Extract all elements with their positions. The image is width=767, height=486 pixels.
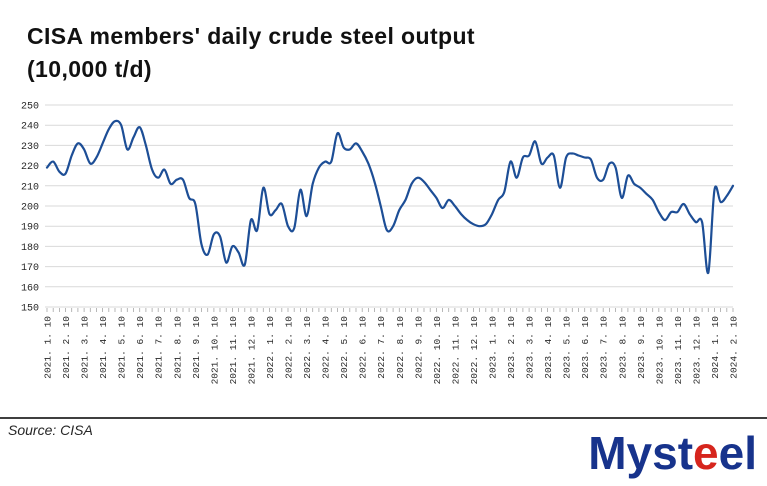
x-axis-label: 2021. 3. 10 bbox=[80, 316, 91, 379]
x-axis-label: 2022. 1. 10 bbox=[265, 316, 276, 379]
x-axis-label: 2023. 11. 10 bbox=[673, 316, 684, 385]
x-axis-label: 2022. 5. 10 bbox=[339, 316, 350, 379]
x-axis-label: 2023. 2. 10 bbox=[506, 316, 517, 379]
logo-text-blue-suffix: el bbox=[718, 427, 757, 479]
chart-canvas: 150 160 170 180 190 200 210 220 230 240 250 2021. 1… bbox=[21, 102, 740, 385]
x-axis-label: 2023. 6. 10 bbox=[580, 316, 591, 379]
x-axis-label: 2024. 2. 10 bbox=[729, 316, 740, 379]
x-axis-label: 2022. 3. 10 bbox=[302, 316, 313, 379]
logo-text-blue-prefix: Myst bbox=[588, 427, 694, 479]
mysteel-logo: Mysteel bbox=[588, 426, 757, 480]
x-axis-label: 2021. 9. 10 bbox=[191, 316, 202, 379]
x-axis-label: 2022. 2. 10 bbox=[284, 316, 295, 379]
x-axis-label: 2023. 7. 10 bbox=[599, 316, 610, 379]
x-axis-label: 2023. 9. 10 bbox=[636, 316, 647, 379]
y-axis-label: 200 bbox=[21, 203, 39, 214]
source-note: Source: CISA bbox=[8, 422, 93, 438]
x-axis-label: 2022. 9. 10 bbox=[413, 316, 424, 379]
y-axis-label: 210 bbox=[21, 182, 39, 193]
x-axis-label: 2021. 7. 10 bbox=[154, 316, 165, 379]
logo-red-e: e bbox=[693, 427, 719, 479]
x-axis-label: 2021. 1. 10 bbox=[43, 316, 54, 379]
y-axis-label: 230 bbox=[21, 142, 39, 153]
chart-title-line2: (10,000 t/d) bbox=[27, 56, 152, 82]
x-axis-label: 2023. 3. 10 bbox=[525, 316, 536, 379]
y-axis-label: 150 bbox=[21, 304, 39, 315]
y-axis-label: 170 bbox=[21, 263, 39, 274]
chart-title-line1: CISA members' daily crude steel output bbox=[27, 23, 475, 49]
x-axis-label: 2023. 5. 10 bbox=[562, 316, 573, 379]
x-axis-label: 2021. 6. 10 bbox=[135, 316, 146, 379]
footer-divider bbox=[0, 417, 767, 419]
x-axis-label: 2021. 10. 10 bbox=[209, 316, 220, 385]
x-axis-label: 2022. 8. 10 bbox=[395, 316, 406, 379]
x-axis-label: 2024. 1. 10 bbox=[710, 316, 721, 379]
y-axis-label: 190 bbox=[21, 223, 39, 234]
y-axis-label: 240 bbox=[21, 122, 39, 133]
x-axis-label: 2021. 5. 10 bbox=[117, 316, 128, 379]
x-axis-label: 2022. 10. 10 bbox=[432, 316, 443, 385]
x-axis-label: 2021. 2. 10 bbox=[61, 316, 72, 379]
y-axis-label: 180 bbox=[21, 243, 39, 254]
x-axis-label: 2023. 8. 10 bbox=[617, 316, 628, 379]
x-axis-label: 2021. 4. 10 bbox=[98, 316, 109, 379]
x-axis-label: 2021. 12. 10 bbox=[246, 316, 257, 385]
x-axis-label: 2021. 11. 10 bbox=[228, 316, 239, 385]
x-axis-label: 2022. 12. 10 bbox=[469, 316, 480, 385]
x-axis-label: 2022. 4. 10 bbox=[321, 316, 332, 379]
x-axis-label: 2022. 11. 10 bbox=[450, 316, 461, 385]
y-axis-label: 250 bbox=[21, 102, 39, 113]
x-axis-label: 2023. 4. 10 bbox=[543, 316, 554, 379]
x-axis-label: 2021. 8. 10 bbox=[172, 316, 183, 379]
x-axis-label: 2023. 10. 10 bbox=[654, 316, 665, 385]
line-chart: 150 160 170 180 190 200 210 220 230 240 250 2021. 1… bbox=[0, 95, 767, 415]
output-line bbox=[45, 119, 735, 274]
x-axis-label: 2022. 6. 10 bbox=[358, 316, 369, 379]
y-axis-label: 220 bbox=[21, 162, 39, 173]
chart-title: CISA members' daily crude steel output (1… bbox=[27, 20, 727, 86]
x-axis-label: 2022. 7. 10 bbox=[376, 316, 387, 379]
x-axis-label: 2023. 1. 10 bbox=[488, 316, 499, 379]
x-axis-label: 2023. 12. 10 bbox=[691, 316, 702, 385]
y-axis-label: 160 bbox=[21, 283, 39, 294]
